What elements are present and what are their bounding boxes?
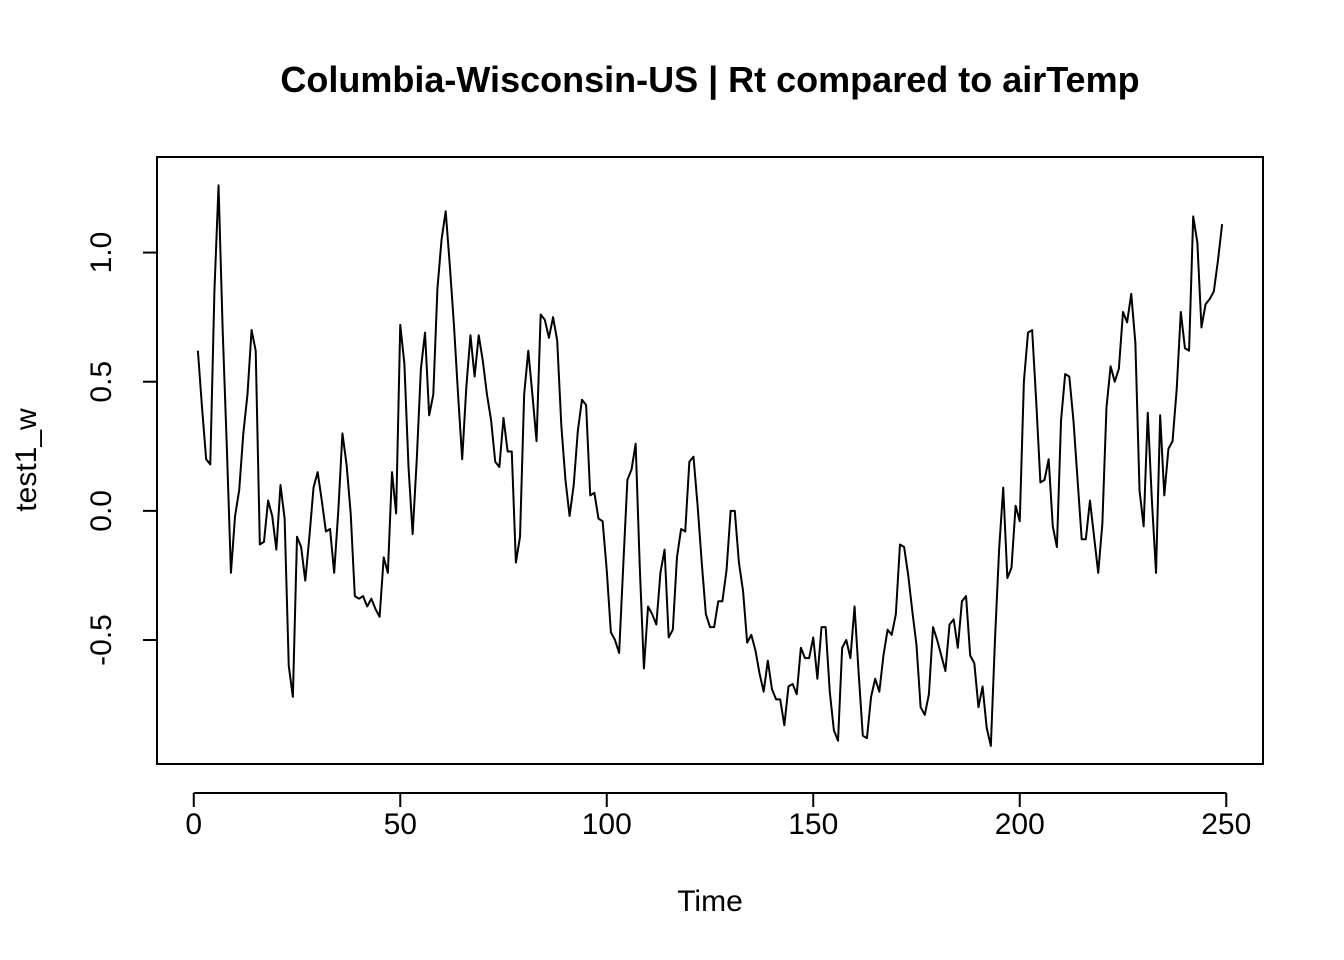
x-axis: 0 50 100 150 200 250 xyxy=(185,792,1251,841)
y-tick-label: 1.0 xyxy=(85,232,118,274)
y-tick-label: -0.5 xyxy=(85,614,118,666)
y-axis: -0.5 0.0 0.5 1.0 xyxy=(85,232,158,666)
x-tick-label: 250 xyxy=(1201,808,1251,841)
x-tick-label: 50 xyxy=(384,808,417,841)
x-tick-label: 150 xyxy=(788,808,838,841)
y-tick-label: 0.0 xyxy=(85,490,118,532)
y-tick-label: 0.5 xyxy=(85,361,118,403)
x-axis-label: Time xyxy=(677,885,743,918)
series-line xyxy=(196,184,1224,747)
plot-frame xyxy=(156,156,1264,765)
y-axis-label: test1_w xyxy=(10,408,43,512)
x-tick-label: 200 xyxy=(995,808,1045,841)
x-tick-label: 100 xyxy=(582,808,632,841)
chart-title: Columbia-Wisconsin-US | Rt compared to a… xyxy=(280,59,1139,101)
series-group xyxy=(196,184,1224,747)
x-tick-label: 0 xyxy=(185,808,202,841)
